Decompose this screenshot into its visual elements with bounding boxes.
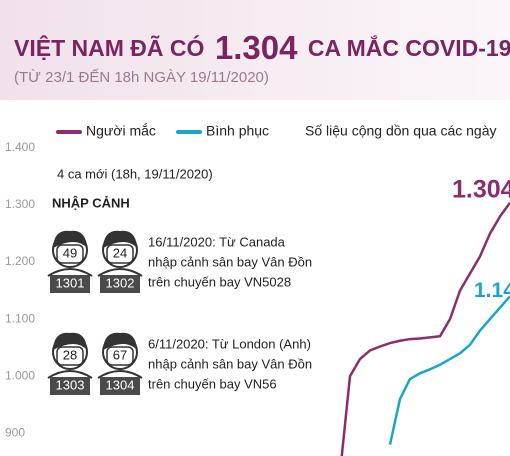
- avatar-mask: [56, 346, 84, 366]
- new-cases: 4 ca mới (18h, 19/11/2020): [57, 166, 213, 181]
- case-detail: nhập cảnh sân bay Vân Đồn: [148, 254, 312, 269]
- case-detail: trên chuyến bay VN5028: [148, 274, 291, 289]
- avatar-body: [47, 370, 93, 379]
- patient-age: 24: [113, 245, 127, 260]
- y-tick-label: 900: [5, 425, 25, 439]
- legend-label: Bình phục: [206, 123, 269, 139]
- title-number: 1.304: [215, 29, 298, 66]
- avatar-body: [97, 268, 143, 277]
- patient-id: 1304: [106, 377, 135, 392]
- y-tick-label: 1.300: [5, 197, 35, 211]
- patient-id: 1303: [56, 377, 85, 392]
- note: Số liệu cộng dồn qua các ngày: [305, 123, 496, 139]
- case-detail: nhập cảnh sân bay Vân Đồn: [148, 356, 312, 371]
- avatar-hair: [53, 332, 87, 350]
- avatar-mask: [106, 244, 134, 264]
- case-detail: 16/11/2020: Từ Canada: [148, 234, 286, 249]
- panel-heading: NHẬP CẢNH: [52, 195, 130, 210]
- avatar-hair: [53, 230, 87, 248]
- value-label: 1.140: [474, 279, 510, 302]
- case-detail: 6/11/2020: Từ London (Anh): [148, 336, 311, 351]
- y-tick-label: 1.400: [5, 140, 35, 154]
- avatar-body: [47, 268, 93, 277]
- y-tick-label: 1.100: [5, 311, 35, 325]
- title-suffix: CA MẮC COVID-19: [308, 34, 510, 61]
- legend-label: Người mắc: [86, 123, 156, 139]
- patient-badge: [50, 275, 90, 293]
- avatar-hair: [103, 332, 137, 350]
- patient-id: 1301: [56, 275, 85, 290]
- title: VIỆT NAM ĐÃ CÓ 1.304 CA MẮC COVID-19: [14, 29, 510, 66]
- patient-age: 28: [63, 347, 77, 362]
- patient-age: 67: [113, 347, 127, 362]
- avatar-mask: [56, 244, 84, 264]
- series-line: [388, 295, 510, 445]
- patient-badge: [100, 377, 140, 395]
- avatar-hair: [103, 230, 137, 248]
- patient-badge: [100, 275, 140, 293]
- y-tick-label: 1.000: [5, 368, 35, 382]
- header-bg: [0, 0, 510, 100]
- avatar-body: [97, 370, 143, 379]
- subtitle: (TỪ 23/1 ĐẾN 18h NGÀY 19/11/2020): [14, 69, 269, 86]
- avatar-mask: [106, 346, 134, 366]
- y-tick-label: 1.200: [5, 254, 35, 268]
- series-line: [340, 202, 510, 456]
- patient-badge: [50, 377, 90, 395]
- patient-age: 49: [63, 245, 77, 260]
- title-prefix: VIỆT NAM ĐÃ CÓ: [14, 34, 204, 61]
- case-detail: trên chuyến bay VN56: [148, 376, 277, 391]
- value-label: 1.304: [452, 175, 510, 203]
- patient-id: 1302: [106, 275, 135, 290]
